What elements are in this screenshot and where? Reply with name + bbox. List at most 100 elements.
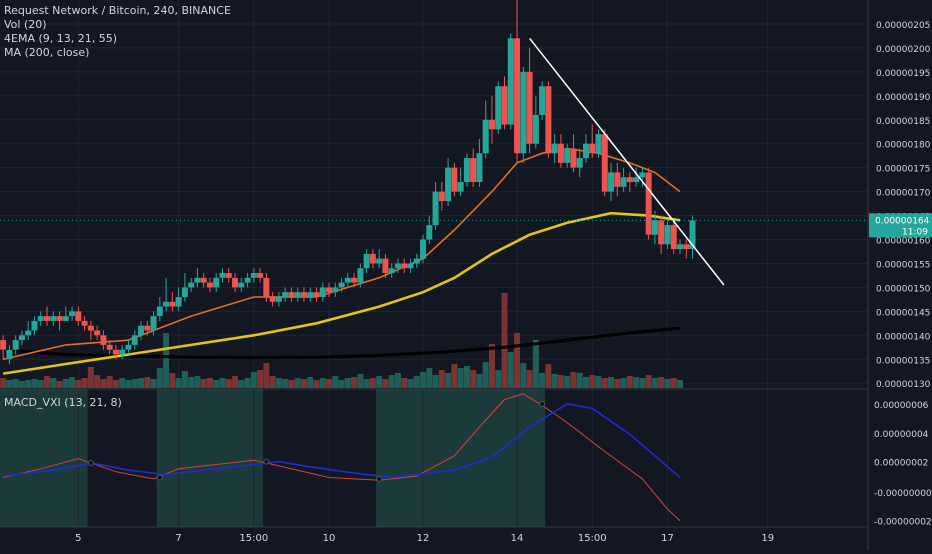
candle-body[interactable] bbox=[344, 277, 351, 283]
candle-body[interactable] bbox=[0, 340, 7, 350]
candle-body[interactable] bbox=[426, 225, 433, 240]
candle-body[interactable] bbox=[551, 143, 558, 154]
candle-body[interactable] bbox=[69, 311, 76, 317]
candle-body[interactable] bbox=[582, 143, 589, 159]
macd-indicator-label[interactable]: MACD_VXI (13, 21, 8) bbox=[4, 396, 122, 409]
candle-body[interactable] bbox=[495, 86, 502, 130]
candle-body[interactable] bbox=[470, 158, 477, 183]
candle-body[interactable] bbox=[37, 316, 44, 321]
candle-body[interactable] bbox=[213, 277, 220, 288]
candle-body[interactable] bbox=[658, 220, 665, 245]
candle-body[interactable] bbox=[351, 277, 358, 283]
candle-body[interactable] bbox=[683, 244, 690, 250]
candle-body[interactable] bbox=[194, 277, 201, 283]
candle-body[interactable] bbox=[438, 191, 445, 202]
candle-body[interactable] bbox=[539, 86, 546, 115]
candle-body[interactable] bbox=[106, 344, 113, 350]
candle-body[interactable] bbox=[50, 316, 57, 321]
candle-body[interactable] bbox=[275, 296, 282, 302]
candle-body[interactable] bbox=[175, 296, 182, 307]
candle-body[interactable] bbox=[181, 287, 188, 297]
candle-body[interactable] bbox=[313, 292, 320, 297]
candle-body[interactable] bbox=[112, 349, 119, 355]
candle-body[interactable] bbox=[219, 273, 226, 278]
candle-body[interactable] bbox=[382, 258, 389, 274]
candle-body[interactable] bbox=[501, 86, 508, 125]
candle-body[interactable] bbox=[282, 292, 289, 297]
candle-body[interactable] bbox=[232, 277, 239, 288]
candle-body[interactable] bbox=[576, 158, 583, 168]
candle-body[interactable] bbox=[514, 38, 521, 154]
candle-body[interactable] bbox=[188, 282, 195, 288]
ma-indicator-label[interactable]: MA (200, close) bbox=[4, 46, 90, 59]
candle-body[interactable] bbox=[87, 325, 94, 331]
candle-body[interactable] bbox=[326, 287, 333, 293]
candle-body[interactable] bbox=[94, 330, 101, 336]
candle-body[interactable] bbox=[288, 292, 295, 297]
candle-body[interactable] bbox=[488, 119, 495, 130]
candle-body[interactable] bbox=[445, 167, 452, 202]
candle-body[interactable] bbox=[12, 340, 19, 350]
candle-body[interactable] bbox=[363, 253, 370, 269]
candle-body[interactable] bbox=[332, 287, 339, 293]
candle-body[interactable] bbox=[138, 325, 145, 336]
candle-body[interactable] bbox=[620, 177, 627, 187]
candle-body[interactable] bbox=[626, 177, 633, 183]
candle-body[interactable] bbox=[169, 301, 176, 307]
candle-body[interactable] bbox=[319, 287, 326, 297]
candle-body[interactable] bbox=[608, 172, 615, 192]
candle-body[interactable] bbox=[476, 153, 483, 183]
candle-body[interactable] bbox=[401, 263, 408, 269]
candle-body[interactable] bbox=[257, 273, 264, 278]
candle-body[interactable] bbox=[407, 263, 414, 269]
candle-body[interactable] bbox=[457, 182, 464, 192]
candle-body[interactable] bbox=[100, 335, 107, 345]
candle-body[interactable] bbox=[388, 268, 395, 274]
candle-body[interactable] bbox=[482, 119, 489, 154]
candle-body[interactable] bbox=[639, 172, 646, 178]
candle-body[interactable] bbox=[206, 282, 213, 288]
candle-body[interactable] bbox=[420, 239, 427, 259]
candle-body[interactable] bbox=[156, 306, 163, 317]
candle-body[interactable] bbox=[614, 172, 621, 187]
candle-body[interactable] bbox=[269, 296, 276, 302]
candle-body[interactable] bbox=[670, 225, 677, 250]
candle-body[interactable] bbox=[250, 273, 257, 278]
candle-body[interactable] bbox=[81, 320, 88, 326]
candle-body[interactable] bbox=[6, 349, 13, 360]
candle-body[interactable] bbox=[369, 253, 376, 264]
candle-body[interactable] bbox=[294, 292, 301, 297]
candle-body[interactable] bbox=[664, 225, 671, 245]
candle-body[interactable] bbox=[300, 292, 307, 297]
candle-body[interactable] bbox=[526, 71, 533, 144]
candle-body[interactable] bbox=[150, 316, 157, 331]
candle-body[interactable] bbox=[463, 158, 470, 183]
candle-body[interactable] bbox=[119, 349, 126, 355]
candle-body[interactable] bbox=[163, 301, 170, 307]
candle-body[interactable] bbox=[651, 220, 658, 235]
candle-body[interactable] bbox=[545, 86, 552, 154]
candle-body[interactable] bbox=[18, 335, 25, 341]
candle-body[interactable] bbox=[62, 316, 69, 321]
ema-indicator-label[interactable]: 4EMA (9, 13, 21, 55) bbox=[4, 32, 118, 45]
candle-body[interactable] bbox=[307, 292, 314, 297]
candle-body[interactable] bbox=[131, 335, 138, 345]
candle-body[interactable] bbox=[394, 263, 401, 269]
candle-body[interactable] bbox=[338, 282, 345, 288]
candle-body[interactable] bbox=[595, 134, 602, 154]
candle-body[interactable] bbox=[633, 177, 640, 183]
candle-body[interactable] bbox=[451, 167, 458, 192]
candle-body[interactable] bbox=[376, 258, 383, 264]
candle-body[interactable] bbox=[413, 258, 420, 264]
candle-body[interactable] bbox=[520, 71, 527, 154]
candle-body[interactable] bbox=[200, 277, 207, 283]
candle-body[interactable] bbox=[532, 114, 539, 144]
candle-body[interactable] bbox=[56, 316, 63, 321]
candle-body[interactable] bbox=[601, 134, 608, 192]
candle-body[interactable] bbox=[25, 330, 32, 336]
candle-body[interactable] bbox=[557, 143, 564, 163]
candle-body[interactable] bbox=[263, 277, 270, 297]
candle-body[interactable] bbox=[144, 325, 151, 331]
candle-body[interactable] bbox=[238, 282, 245, 288]
